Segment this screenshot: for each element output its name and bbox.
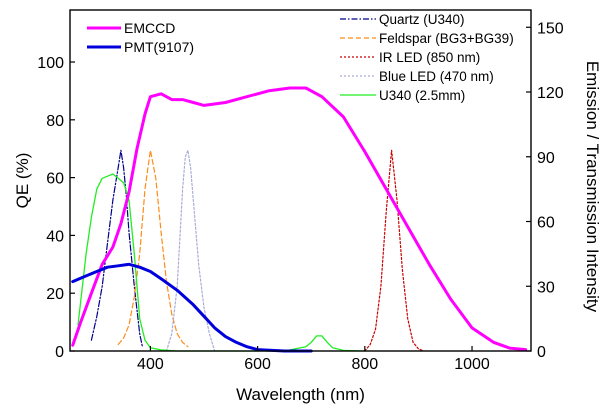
left-y-tick-label: 0	[55, 344, 64, 361]
x-tick-label: 400	[137, 356, 164, 373]
right-y-tick-label: 90	[537, 150, 555, 167]
x-tick-label: 600	[244, 356, 271, 373]
right-y-tick-label: 30	[537, 279, 555, 296]
left-y-tick-label: 20	[46, 286, 64, 303]
plot-marks	[71, 86, 528, 353]
legend-label: Quartz (U340)	[379, 12, 465, 27]
series-emccd	[71, 86, 528, 352]
series-blue-led-470-nm	[165, 149, 216, 352]
right-y-axis-label: Emission / Transmission Intensity	[583, 61, 601, 313]
legend-label: U340 (2.5mm)	[379, 88, 465, 103]
legend-label: Feldspar (BG3+BG39)	[379, 31, 514, 46]
series-ir-led-850-nm	[364, 149, 425, 352]
right-y-tick-label: 0	[537, 344, 546, 361]
legend-label: PMT(9107)	[124, 39, 194, 55]
x-tick-label: 800	[351, 356, 378, 373]
series-feldspar-bg3-bg39	[117, 149, 189, 348]
left-y-tick-label: 60	[46, 171, 64, 188]
right-y-tick-label: 60	[537, 215, 555, 232]
right-y-tick-label: 150	[537, 20, 564, 37]
series-pmt-9107	[71, 262, 313, 353]
left-y-tick-label: 80	[46, 113, 64, 130]
x-axis-label: Wavelength (nm)	[236, 385, 365, 404]
plot-frame	[69, 9, 532, 352]
legend-label: EMCCD	[124, 20, 175, 36]
series-quartz-u340	[90, 149, 143, 348]
left-y-tick-label: 40	[46, 228, 64, 245]
left-y-axis-label: QE (%)	[13, 153, 32, 209]
right-y-tick-label: 120	[537, 85, 564, 102]
series-u340-2-5mm	[77, 173, 366, 352]
x-tick-label: 1000	[454, 356, 490, 373]
legend-label: IR LED (850 nm)	[379, 50, 480, 65]
left-y-tick-label: 100	[37, 55, 64, 72]
legend-label: Blue LED (470 nm)	[379, 69, 494, 84]
legend: EMCCD PMT(9107) Quartz (U340) Feldspar (BG3…	[87, 12, 514, 103]
